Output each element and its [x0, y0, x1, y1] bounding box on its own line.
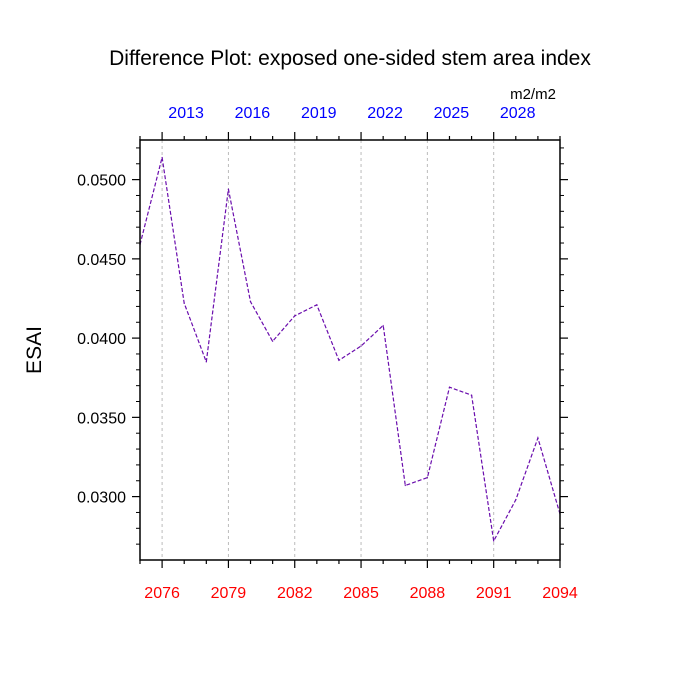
x-tick-label-top: 2019: [301, 105, 337, 122]
y-tick-label: 0.0450: [77, 252, 126, 269]
x-tick-label-bottom: 2076: [144, 585, 180, 602]
data-point: [294, 315, 296, 317]
data-point: [493, 540, 495, 542]
data-point: [404, 484, 406, 487]
x-tick-label-bottom: 2079: [211, 585, 247, 602]
x-tick-label-bottom: 2085: [343, 585, 379, 602]
x-tick-label-bottom: 2094: [542, 585, 578, 602]
y-tick-label: 0.0500: [77, 173, 126, 190]
tick-labels: 0.0300 0.0350 0.0400 0.0450 0.0500 2076 2079 20…: [77, 105, 578, 602]
plot-frame: [139, 139, 561, 561]
data-point: [161, 156, 163, 159]
y-tick-label: 0.0350: [77, 410, 126, 427]
chart-units: m2/m2: [510, 86, 556, 103]
data-point: [515, 499, 517, 501]
data-point: [360, 345, 362, 347]
series-layer: [139, 156, 561, 543]
ticks: [132, 132, 568, 568]
y-tick-label: 0.0300: [77, 490, 126, 507]
x-tick-label-top: 2028: [500, 105, 536, 122]
data-point: [316, 304, 318, 306]
x-tick-label-bottom: 2088: [410, 585, 446, 602]
x-tick-label-top: 2013: [168, 105, 204, 122]
data-point: [227, 188, 230, 190]
data-point: [448, 386, 451, 388]
x-tick-label-top: 2025: [434, 105, 470, 122]
x-tick-label-bottom: 2091: [476, 585, 512, 602]
data-point: [338, 359, 340, 361]
data-point: [205, 361, 207, 363]
x-tick-label-top: 2022: [367, 105, 403, 122]
series-line: [139, 157, 561, 543]
x-tick-label-top: 2016: [235, 105, 271, 122]
data-point: [426, 476, 428, 479]
data-point: [537, 437, 539, 439]
data-point: [249, 301, 252, 303]
data-point: [382, 324, 384, 327]
y-tick-label: 0.0400: [77, 331, 126, 348]
chart-title: Difference Plot: exposed one-sided stem …: [109, 47, 591, 70]
data-point: [272, 340, 274, 342]
grid-lines: [161, 140, 561, 560]
data-point: [183, 302, 185, 304]
data-point: [470, 394, 473, 396]
y-axis-label: ESAI: [23, 326, 46, 374]
x-tick-label-bottom: 2082: [277, 585, 313, 602]
axes: [139, 139, 561, 561]
